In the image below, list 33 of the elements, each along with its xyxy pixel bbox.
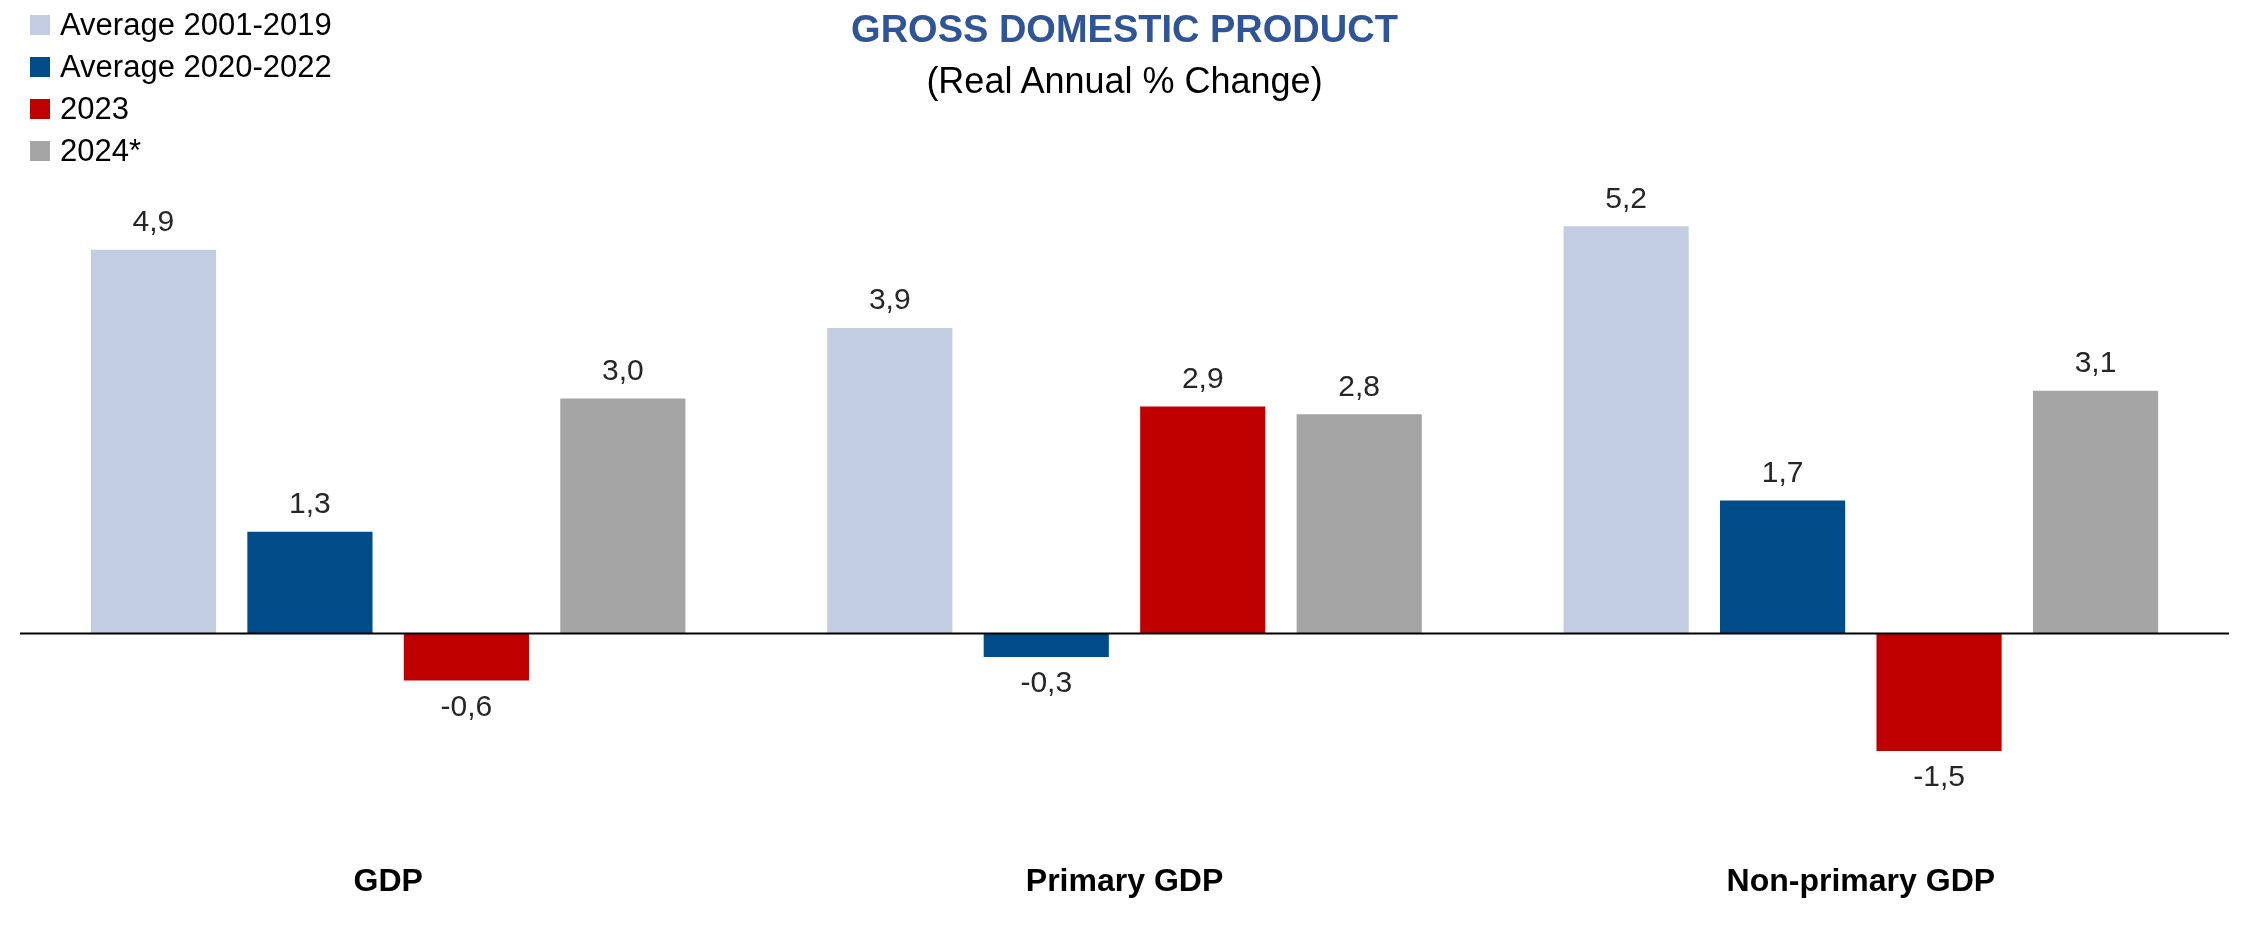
bar (560, 398, 686, 634)
bar (1140, 406, 1266, 634)
data-label: 1,3 (289, 486, 331, 520)
data-label: 3,0 (602, 352, 644, 386)
chart-title: GROSS DOMESTIC PRODUCT (851, 8, 1398, 50)
x-tick-label: GDP (353, 861, 423, 898)
legend-label: Average 2020-2022 (60, 49, 332, 85)
legend-label: 2023 (60, 91, 129, 127)
bar (247, 531, 373, 634)
x-tick-label: Non-primary GDP (1726, 861, 1996, 898)
bar (1720, 500, 1846, 634)
data-label: 2,9 (1181, 360, 1224, 394)
bar (1296, 414, 1422, 634)
data-label: 2,8 (1338, 368, 1381, 402)
bar (403, 633, 529, 681)
bar (1563, 226, 1689, 634)
chart-subtitle: (Real Annual % Change) (926, 60, 1323, 101)
bar (90, 249, 217, 634)
data-label: 3,9 (868, 282, 911, 316)
data-label: 4,9 (132, 204, 175, 238)
data-label: -0,6 (440, 688, 493, 722)
bar (2032, 390, 2159, 634)
data-label: 3,1 (2074, 345, 2117, 379)
bar (1876, 633, 2002, 752)
data-label: -0,3 (1020, 665, 1073, 699)
legend-label: 2024* (60, 133, 142, 169)
bar (827, 328, 953, 634)
x-tick-label: Primary GDP (1025, 861, 1224, 898)
data-label: 1,7 (1761, 454, 1804, 488)
data-label: 5,2 (1605, 180, 1647, 214)
bar (983, 633, 1109, 658)
data-label: -1,5 (1913, 759, 1965, 793)
legend-label: Average 2001-2019 (60, 7, 332, 43)
